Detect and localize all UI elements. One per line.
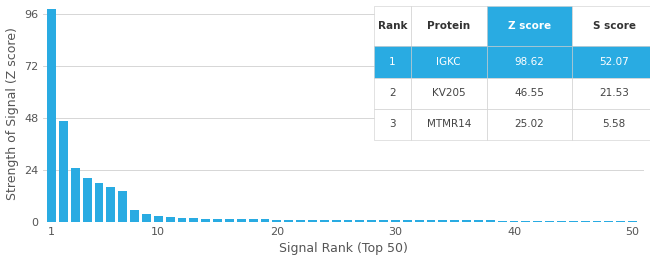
- Bar: [411, 5, 487, 46]
- Bar: [533, 221, 542, 222]
- Bar: [572, 109, 650, 140]
- Bar: [107, 187, 115, 222]
- Bar: [154, 216, 162, 222]
- Bar: [487, 109, 572, 140]
- Bar: [450, 220, 459, 222]
- Bar: [296, 220, 305, 222]
- Bar: [332, 220, 341, 222]
- Bar: [593, 221, 601, 222]
- Bar: [249, 219, 257, 222]
- Text: 2: 2: [389, 88, 396, 98]
- Bar: [308, 220, 317, 222]
- Bar: [415, 220, 424, 222]
- Bar: [374, 78, 411, 109]
- Text: 3: 3: [389, 119, 396, 129]
- Text: Z score: Z score: [508, 21, 551, 31]
- Bar: [47, 9, 56, 222]
- Bar: [213, 219, 222, 222]
- Bar: [545, 221, 554, 222]
- Bar: [237, 219, 246, 222]
- Bar: [486, 221, 495, 222]
- Bar: [272, 220, 281, 222]
- Bar: [356, 220, 364, 222]
- Bar: [572, 5, 650, 46]
- Bar: [569, 221, 578, 222]
- Bar: [462, 220, 471, 222]
- Text: 46.55: 46.55: [514, 88, 544, 98]
- Bar: [510, 221, 519, 222]
- Text: Protein: Protein: [427, 21, 471, 31]
- Bar: [130, 210, 139, 222]
- Bar: [202, 218, 210, 222]
- Text: 5.58: 5.58: [603, 119, 626, 129]
- Bar: [487, 78, 572, 109]
- Bar: [411, 46, 487, 78]
- Bar: [166, 217, 175, 222]
- Text: 1: 1: [389, 57, 396, 67]
- Text: 98.62: 98.62: [514, 57, 544, 67]
- Bar: [225, 219, 234, 222]
- Bar: [118, 191, 127, 222]
- Bar: [426, 220, 436, 222]
- Text: 21.53: 21.53: [599, 88, 629, 98]
- Bar: [344, 220, 352, 222]
- Bar: [320, 220, 329, 222]
- Y-axis label: Strength of Signal (Z score): Strength of Signal (Z score): [6, 27, 19, 200]
- Bar: [604, 221, 614, 222]
- Bar: [189, 218, 198, 222]
- Bar: [261, 220, 269, 222]
- Bar: [557, 221, 566, 222]
- Bar: [142, 215, 151, 222]
- Bar: [411, 78, 487, 109]
- Bar: [487, 46, 572, 78]
- Bar: [521, 221, 530, 222]
- Text: S score: S score: [593, 21, 636, 31]
- Bar: [59, 121, 68, 222]
- Bar: [379, 220, 388, 222]
- Bar: [628, 221, 637, 222]
- Bar: [391, 220, 400, 222]
- Bar: [411, 109, 487, 140]
- Bar: [474, 221, 483, 222]
- Bar: [284, 220, 293, 222]
- Bar: [71, 168, 80, 222]
- Text: 52.07: 52.07: [599, 57, 629, 67]
- Bar: [616, 221, 625, 222]
- Bar: [572, 46, 650, 78]
- Text: KV205: KV205: [432, 88, 465, 98]
- Text: IGKC: IGKC: [436, 57, 461, 67]
- Bar: [177, 218, 187, 222]
- X-axis label: Signal Rank (Top 50): Signal Rank (Top 50): [280, 242, 408, 256]
- Text: MTMR14: MTMR14: [426, 119, 471, 129]
- Bar: [374, 109, 411, 140]
- Bar: [572, 78, 650, 109]
- Bar: [367, 220, 376, 222]
- Text: 25.02: 25.02: [514, 119, 544, 129]
- Bar: [487, 5, 572, 46]
- Bar: [498, 221, 506, 222]
- Bar: [83, 178, 92, 222]
- Bar: [580, 221, 590, 222]
- Bar: [94, 183, 103, 222]
- Text: Rank: Rank: [378, 21, 407, 31]
- Bar: [438, 220, 447, 222]
- Bar: [403, 220, 411, 222]
- Bar: [374, 5, 411, 46]
- Bar: [374, 46, 411, 78]
